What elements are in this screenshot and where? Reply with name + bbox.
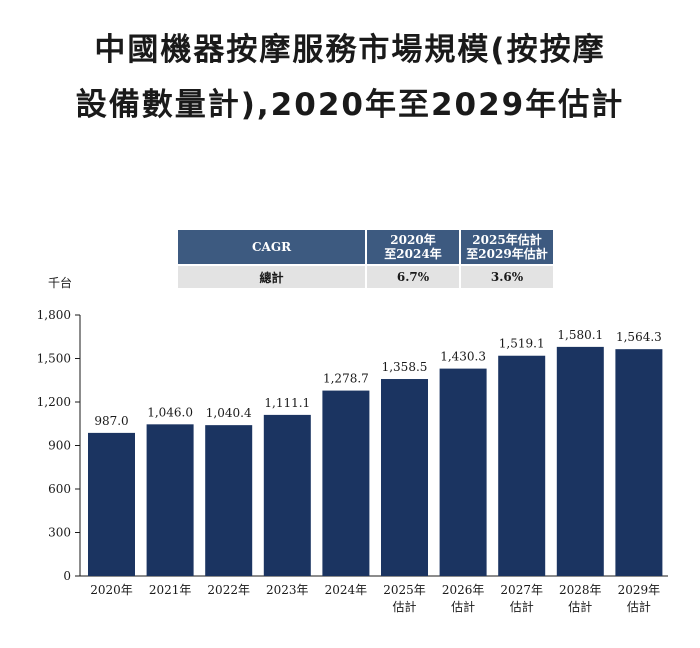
x-tick-label: 2025年: [383, 583, 426, 597]
data-label: 987.0: [94, 414, 128, 428]
x-tick-label: 2023年: [266, 583, 309, 597]
bar: [615, 349, 663, 576]
y-axis-unit-label: 千台: [48, 276, 73, 290]
bar: [322, 390, 370, 576]
data-label: 1,111.1: [264, 396, 310, 410]
x-tick-label: 2028年: [559, 583, 602, 597]
data-label: 1,430.3: [440, 350, 486, 364]
data-label: 1,278.7: [323, 372, 369, 386]
x-tick-label: 估計: [627, 599, 651, 614]
data-label: 1,040.4: [206, 406, 252, 420]
x-tick-label: 2022年: [207, 583, 250, 597]
x-tick-label: 2026年: [442, 583, 485, 597]
x-tick-label: 2021年: [149, 583, 192, 597]
bar: [381, 379, 428, 576]
cagr-table: CAGR 2020年 至2024年 2025年估計 至2029年估計 總計 6.…: [176, 228, 555, 290]
x-tick-label: 估計: [568, 599, 592, 614]
chart-title-line-2: 設備數量計),2020年至2029年估計: [75, 87, 625, 123]
y-tick-label: 300: [48, 526, 71, 540]
x-tick-label: 估計: [451, 599, 475, 614]
y-tick-label: 600: [48, 482, 71, 496]
y-tick-label: 0: [63, 569, 71, 583]
data-label: 1,358.5: [382, 360, 428, 374]
bar: [205, 425, 253, 576]
data-label: 1,046.0: [147, 405, 193, 419]
cagr-col1-header-line2: 至2024年: [384, 247, 442, 261]
data-label: 1,580.1: [557, 328, 603, 342]
cagr-col2-value: 3.6%: [461, 266, 553, 288]
y-tick-label: 1,800: [37, 308, 71, 322]
cagr-col2-header: 2025年估計 至2029年估計: [461, 230, 553, 264]
y-tick-label: 1,200: [37, 395, 71, 409]
x-tick-label: 估計: [510, 599, 534, 614]
x-tick-label: 2024年: [325, 583, 368, 597]
cagr-header-label: CAGR: [178, 230, 365, 264]
cagr-col1-header-line1: 2020年: [390, 233, 436, 247]
cagr-col1-header: 2020年 至2024年: [367, 230, 459, 264]
bar: [88, 432, 135, 576]
x-tick-label: 2027年: [500, 583, 543, 597]
bar: [146, 424, 194, 576]
bar: [498, 355, 546, 576]
cagr-col1-value: 6.7%: [367, 266, 459, 288]
bar: [263, 414, 311, 576]
x-tick-label: 估計: [392, 599, 416, 614]
cagr-col2-header-line1: 2025年估計: [472, 233, 542, 247]
x-tick-label: 2029年: [618, 583, 661, 597]
bar: [556, 346, 604, 576]
data-label: 1,519.1: [499, 337, 545, 351]
cagr-row-label: 總計: [178, 266, 365, 288]
y-tick-label: 1,500: [37, 352, 71, 366]
chart-title-line-1: 中國機器按摩服務市場規模(按按摩: [94, 32, 606, 68]
data-label: 1,564.3: [616, 330, 662, 344]
bar: [439, 368, 487, 576]
cagr-col2-header-line2: 至2029年估計: [466, 247, 548, 261]
y-tick-label: 900: [48, 439, 71, 453]
x-tick-label: 2020年: [90, 583, 133, 597]
